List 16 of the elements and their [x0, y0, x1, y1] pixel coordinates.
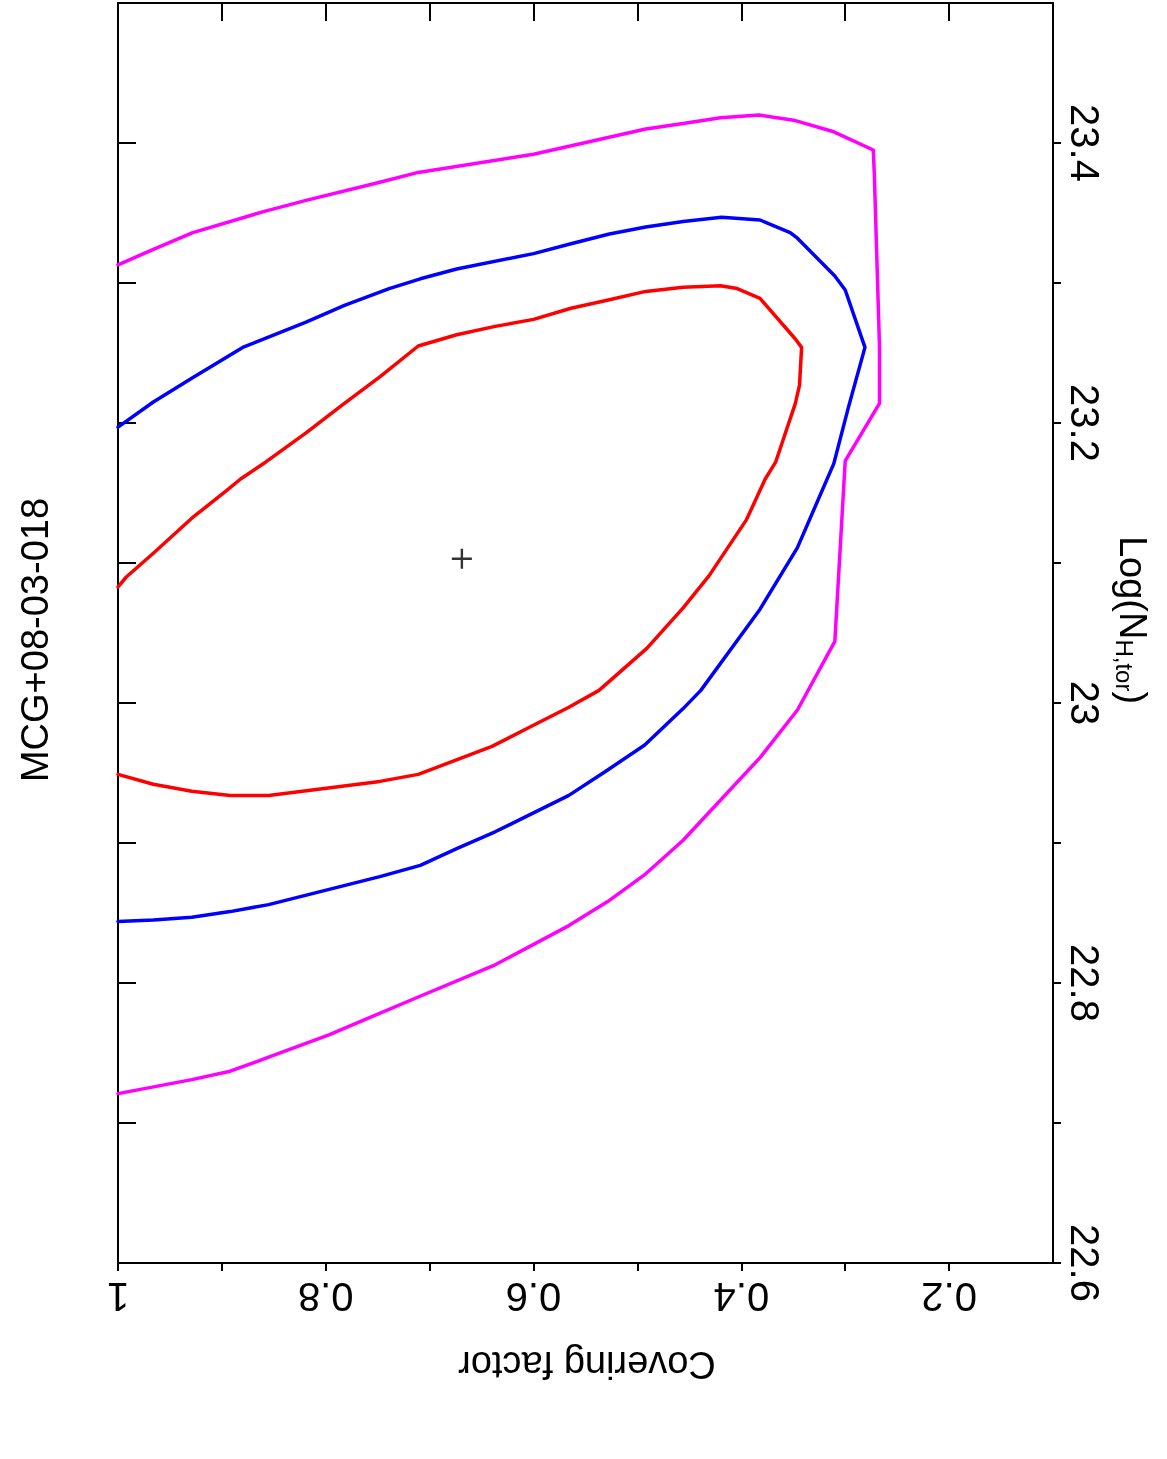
x-tick-label: 1 — [106, 1275, 130, 1319]
x-tick-label: 0.4 — [713, 1275, 770, 1319]
y-tick-label: 23 — [1063, 680, 1107, 726]
x-tick-label: 0.6 — [505, 1275, 562, 1319]
y-tick-label: 23.2 — [1063, 384, 1107, 462]
line-series — [116, 215, 867, 924]
y-tick-label: 23.4 — [1063, 104, 1107, 182]
line-series — [116, 113, 882, 1096]
y-tick-label: 22.8 — [1063, 944, 1107, 1022]
line-series — [116, 284, 804, 798]
text: MCG+08-03-018 — [14, 497, 56, 783]
x-tick-label: 0.2 — [921, 1275, 977, 1319]
x-tick-label: 0.8 — [297, 1275, 354, 1319]
y-tick-label: 22.6 — [1063, 1224, 1107, 1302]
x-axis-title: Covering factor — [457, 1344, 716, 1386]
y-axis-title: Log(NH,tor) — [1110, 535, 1154, 705]
